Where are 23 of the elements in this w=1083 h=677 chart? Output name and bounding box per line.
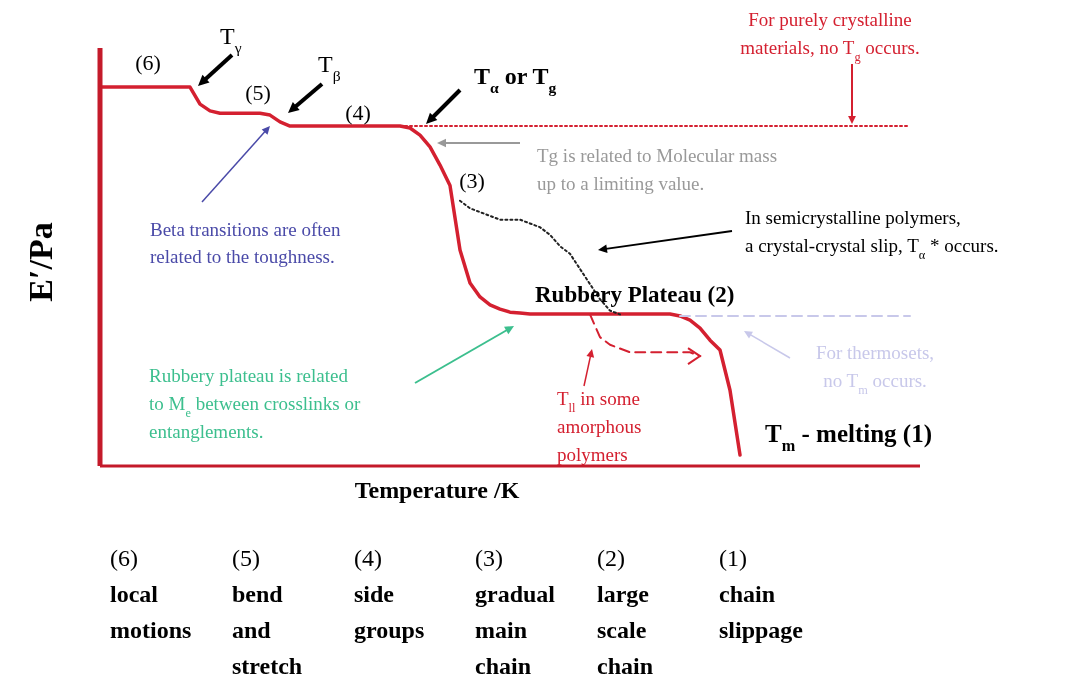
text: (6) <box>135 50 161 75</box>
text: T$_{β}$ <box>318 51 341 84</box>
annotation: Rubbery Plateau (2) <box>535 282 735 307</box>
text: (6) local motions <box>110 545 192 643</box>
annotation: In semicrystalline polymers, a crystal-crystal slip, T$_{α}$* occurs. <box>745 207 999 262</box>
text: (2) large scale chain <box>597 545 654 677</box>
annotation: (5) <box>245 80 271 105</box>
annotation: T$_{m}$ - melting (1) <box>765 420 933 455</box>
annotation: Tg is related to Molecular mass up to a limiting value. <box>537 145 778 194</box>
x-axis-title: Temperature /K <box>354 477 520 503</box>
text: T$_{γ}$ <box>220 23 242 56</box>
annotation: T$_{ll}$ in some amorphous polymers <box>557 388 642 465</box>
text: For purely crystalline materials, no T$_{g}$ occurs. <box>740 9 920 64</box>
text: (1) chain slippage <box>719 545 804 643</box>
text: (4) side groups <box>354 545 425 643</box>
y-axis-title: E′/Pa <box>22 222 59 302</box>
text: (3) gradual main chain <box>475 545 556 677</box>
annotation: (4) <box>345 100 371 125</box>
annotation: Beta transitions are often related to the toughness. <box>150 219 341 267</box>
annotation: (3) <box>459 168 485 193</box>
annotation: T$_{α}$ or T$_{g}$ <box>474 63 557 96</box>
annotation: Rubbery plateau is related to M$_{e}$ between crosslinks or entanglements. <box>149 365 361 442</box>
text: (5) bend and stretch <box>232 545 303 677</box>
